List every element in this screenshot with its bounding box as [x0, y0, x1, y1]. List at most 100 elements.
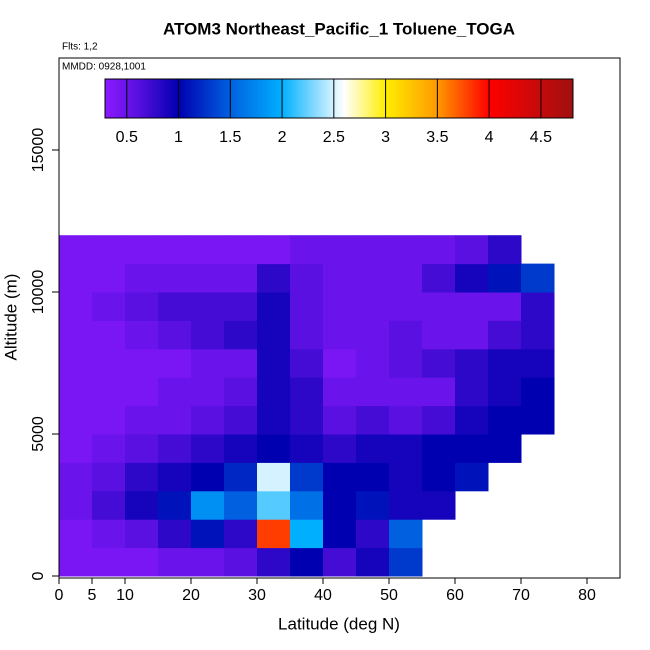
x-tick-label: 0: [55, 587, 64, 604]
heatmap-cell: [389, 348, 423, 378]
heatmap-cell: [389, 235, 423, 265]
colorbar-tick-label: 0.5: [116, 129, 138, 146]
heatmap-cell: [158, 320, 192, 350]
y-tick-label: 0: [30, 571, 47, 580]
heatmap-cell: [290, 490, 324, 520]
x-axis-label: Latitude (deg N): [278, 614, 400, 633]
heatmap-cell: [323, 434, 357, 463]
heatmap-cell: [224, 377, 258, 407]
heatmap-cell: [158, 263, 192, 293]
heatmap-cell: [488, 377, 522, 407]
heatmap-cell: [323, 490, 357, 520]
heatmap-cell: [92, 235, 126, 265]
x-tick-label: 30: [248, 587, 266, 604]
heatmap-cell: [389, 263, 423, 293]
heatmap-cell: [521, 292, 555, 321]
heatmap-cell: [59, 405, 93, 435]
heatmap-cell: [257, 263, 291, 293]
heatmap-cell: [455, 320, 489, 350]
heatmap-cell: [455, 348, 489, 378]
heatmap-cell: [224, 434, 258, 463]
annotation: MMDD: 0928,1001: [62, 62, 146, 73]
heatmap-cell: [422, 405, 456, 435]
heatmap-cell: [323, 462, 357, 492]
heatmap-cell: [191, 377, 225, 407]
heatmap-cell: [323, 377, 357, 407]
heatmap-cell: [422, 490, 456, 520]
heatmap-cell: [191, 348, 225, 378]
colorbar: [104, 78, 574, 119]
heatmap-cell: [290, 292, 324, 321]
heatmap-cell: [356, 519, 390, 549]
heatmap-cell: [521, 377, 555, 407]
heatmap-cell: [158, 292, 192, 321]
heatmap-cell: [59, 235, 93, 265]
heatmap-cell: [389, 377, 423, 407]
heatmap-cell: [389, 434, 423, 463]
heatmap-cell: [323, 320, 357, 350]
heatmap-cell: [290, 547, 324, 577]
heatmap-cell: [389, 462, 423, 492]
heatmap-cell: [455, 377, 489, 407]
heatmap-cell: [521, 263, 555, 293]
heatmap-cell: [455, 434, 489, 463]
heatmap-cell: [356, 348, 390, 378]
heatmap-cell: [125, 462, 159, 492]
heatmap-cell: [92, 348, 126, 378]
heatmap-cell: [356, 490, 390, 520]
heatmap-cell: [422, 462, 456, 492]
heatmap-cell: [356, 320, 390, 350]
heatmap-cell: [323, 292, 357, 321]
heatmap-cell: [356, 235, 390, 265]
heatmap-cell: [290, 263, 324, 293]
heatmap-cell: [290, 405, 324, 435]
heatmap-cell: [59, 519, 93, 549]
heatmap-cell: [356, 462, 390, 492]
colorbar-tick-label: 1: [174, 129, 183, 146]
heatmap-cell: [125, 519, 159, 549]
heatmap-cell: [389, 292, 423, 321]
heatmap-cell: [191, 292, 225, 321]
colorbar-tick-label: 4: [485, 129, 494, 146]
heatmap-cell: [488, 292, 522, 321]
heatmap-cell: [356, 292, 390, 321]
colorbar-tick-label: 2: [278, 129, 287, 146]
heatmap-cell: [356, 547, 390, 577]
heatmap-cell: [191, 263, 225, 293]
subtitle: Flts: 1,2: [62, 42, 98, 53]
heatmap-cell: [488, 405, 522, 435]
heatmap-cell: [422, 292, 456, 321]
heatmap-cell: [257, 320, 291, 350]
heatmap-cell: [323, 405, 357, 435]
heatmap-cell: [323, 547, 357, 577]
heatmap-cell: [422, 235, 456, 265]
heatmap-cell: [158, 519, 192, 549]
heatmap-cell: [92, 462, 126, 492]
heatmap-cell: [59, 263, 93, 293]
heatmap-cell: [422, 434, 456, 463]
heatmap-cell: [455, 235, 489, 265]
heatmap-cell: [224, 462, 258, 492]
heatmap-cell: [323, 235, 357, 265]
heatmap-cell: [158, 462, 192, 492]
heatmap-cell: [125, 292, 159, 321]
heatmap-cell: [158, 547, 192, 577]
heatmap-cell: [389, 547, 423, 577]
heatmap-cell: [224, 490, 258, 520]
heatmap-cell: [521, 405, 555, 435]
heatmap-cell: [488, 434, 522, 463]
heatmap-cell: [125, 405, 159, 435]
heatmap-cell: [59, 462, 93, 492]
y-tick-label: 10000: [30, 270, 47, 315]
heatmap-cell: [125, 320, 159, 350]
heatmap-cell: [92, 547, 126, 577]
heatmap-cell: [257, 462, 291, 492]
heatmap-cell: [224, 263, 258, 293]
heatmap-cell: [488, 348, 522, 378]
heatmap-cell: [356, 263, 390, 293]
heatmap-cell: [224, 547, 258, 577]
colorbar-tick-label: 2.5: [323, 129, 345, 146]
heatmap-cell: [125, 348, 159, 378]
heatmap-cell: [389, 405, 423, 435]
